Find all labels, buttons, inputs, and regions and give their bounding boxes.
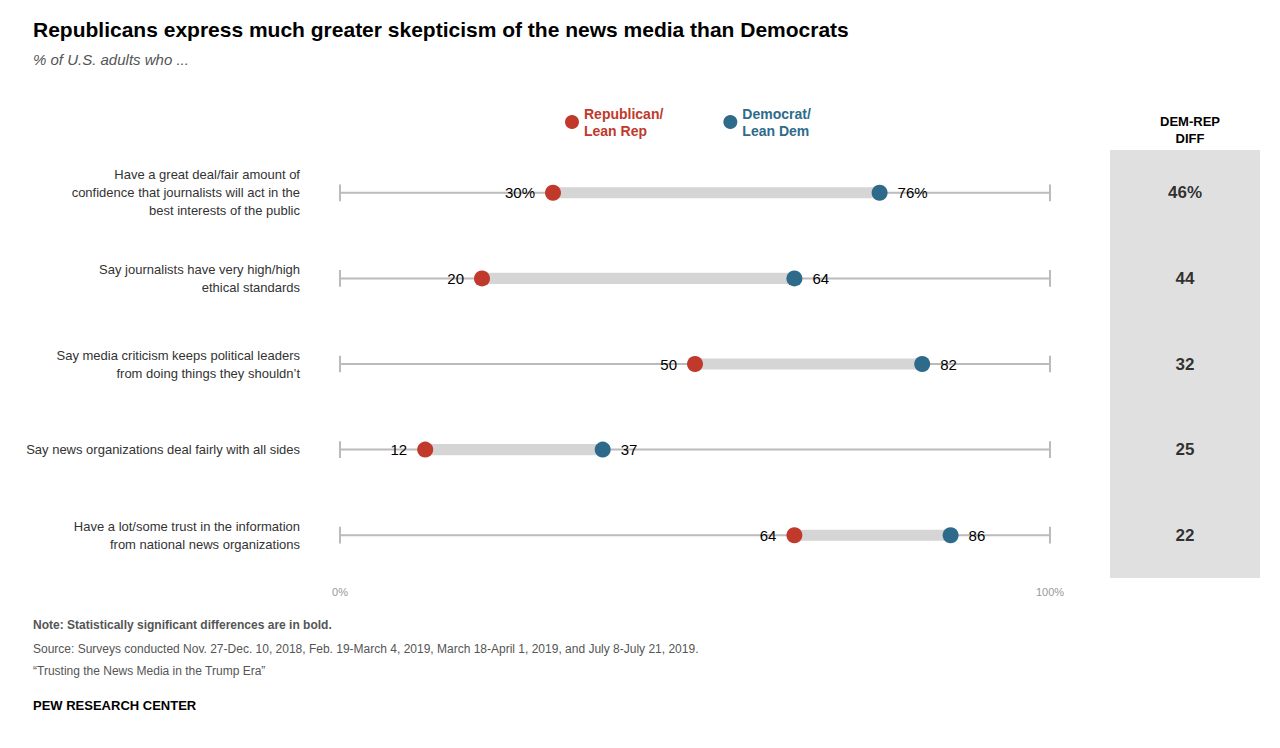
- svg-text:Say media criticism keeps poli: Say media criticism keeps political lead…: [57, 348, 301, 363]
- svg-text:64: 64: [812, 270, 829, 287]
- svg-text:30%: 30%: [505, 184, 535, 201]
- svg-text:Republican/: Republican/: [584, 106, 663, 122]
- svg-text:Democrat/: Democrat/: [742, 106, 811, 122]
- svg-text:Source: Surveys conducted Nov.: Source: Surveys conducted Nov. 27-Dec. 1…: [33, 642, 698, 656]
- svg-text:46%: 46%: [1168, 183, 1202, 202]
- svg-text:Note: Statistically significan: Note: Statistically significant differen…: [33, 618, 303, 632]
- svg-text:DEM-REP: DEM-REP: [1160, 114, 1220, 129]
- svg-text:86: 86: [969, 527, 986, 544]
- svg-text:best interests of the public: best interests of the public: [149, 203, 301, 218]
- svg-text:Say journalists have very high: Say journalists have very high/high: [99, 262, 300, 277]
- svg-text:Have a lot/some trust in the i: Have a lot/some trust in the information: [74, 519, 300, 534]
- svg-text:from national news organizatio: from national news organizations: [110, 537, 301, 552]
- svg-text:76%: 76%: [898, 184, 928, 201]
- svg-text:25: 25: [1176, 440, 1195, 459]
- svg-text:44: 44: [1176, 269, 1195, 288]
- svg-text:82: 82: [940, 356, 957, 373]
- svg-text:Say news organizations deal fa: Say news organizations deal fairly with …: [26, 442, 300, 457]
- svg-text:% of U.S. adults who ...: % of U.S. adults who ...: [33, 51, 189, 68]
- svg-text:0%: 0%: [332, 586, 348, 598]
- svg-text:Have a great deal/fair amount: Have a great deal/fair amount of: [114, 167, 300, 182]
- svg-text:32: 32: [1176, 355, 1195, 374]
- svg-text:22: 22: [1176, 526, 1195, 545]
- svg-text:64: 64: [760, 527, 777, 544]
- svg-text:Lean Dem: Lean Dem: [742, 123, 809, 139]
- svg-text:100%: 100%: [1036, 586, 1064, 598]
- svg-text:12: 12: [391, 441, 408, 458]
- svg-text:Republicans express much great: Republicans express much greater skeptic…: [33, 18, 849, 41]
- svg-text:confidence that journalists wi: confidence that journalists will act in …: [72, 185, 300, 200]
- svg-text:ethical standards: ethical standards: [202, 280, 301, 295]
- svg-text:Lean Rep: Lean Rep: [584, 123, 647, 139]
- svg-text:“Trusting the News Media in th: “Trusting the News Media in the Trump Er…: [33, 664, 265, 678]
- svg-text:bold.: bold.: [303, 618, 332, 632]
- svg-text:20: 20: [447, 270, 464, 287]
- svg-text:DIFF: DIFF: [1176, 131, 1205, 146]
- svg-text:37: 37: [621, 441, 638, 458]
- svg-text:from doing things they shouldn: from doing things they shouldn’t: [116, 366, 300, 381]
- svg-text:PEW RESEARCH CENTER: PEW RESEARCH CENTER: [33, 698, 197, 713]
- svg-text:50: 50: [660, 356, 677, 373]
